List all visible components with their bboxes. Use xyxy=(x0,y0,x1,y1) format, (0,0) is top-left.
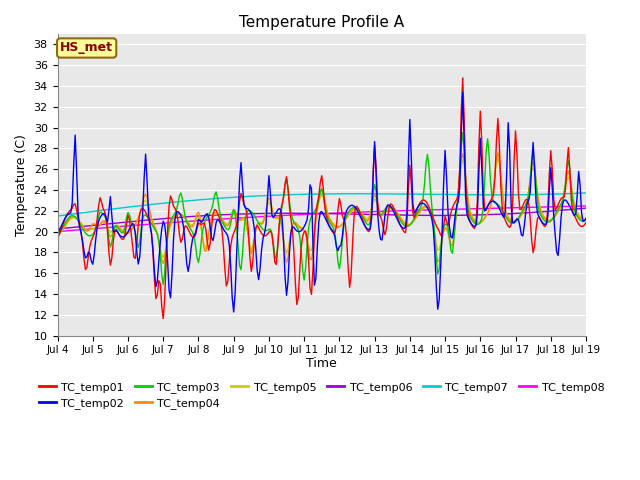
TC_temp01 xyxy=(54,235,61,241)
TC_temp06 xyxy=(355,211,362,217)
TC_temp02 xyxy=(152,284,160,289)
TC_temp01 xyxy=(374,198,381,204)
TC_temp07 xyxy=(384,191,392,197)
TC_temp08 xyxy=(582,203,590,209)
TC_temp02 xyxy=(374,210,381,216)
TC_temp03 xyxy=(159,281,167,287)
Line: TC_temp03: TC_temp03 xyxy=(58,132,586,284)
Title: Temperature Profile A: Temperature Profile A xyxy=(239,15,404,30)
TC_temp07 xyxy=(152,201,160,207)
TC_temp01 xyxy=(152,296,160,301)
TC_temp03 xyxy=(385,204,393,209)
Line: TC_temp02: TC_temp02 xyxy=(58,93,586,312)
TC_temp06 xyxy=(582,205,590,211)
TC_temp02 xyxy=(582,216,590,221)
TC_temp08 xyxy=(54,229,61,235)
TC_temp03 xyxy=(520,204,528,210)
TC_temp07 xyxy=(582,190,590,196)
TC_temp03 xyxy=(582,217,590,223)
TC_temp07 xyxy=(518,192,525,198)
TC_temp04 xyxy=(385,204,393,210)
TC_temp05 xyxy=(68,215,76,221)
TC_temp05 xyxy=(374,203,381,209)
TC_temp06 xyxy=(54,226,61,232)
TC_temp04 xyxy=(68,214,76,220)
TC_temp02 xyxy=(230,309,237,315)
TC_temp04 xyxy=(494,150,502,156)
TC_temp01 xyxy=(459,75,467,81)
TC_temp08 xyxy=(384,208,392,214)
Text: HS_met: HS_met xyxy=(60,41,113,55)
Y-axis label: Temperature (C): Temperature (C) xyxy=(15,134,28,236)
TC_temp02 xyxy=(54,231,61,237)
TC_temp03 xyxy=(374,202,381,208)
TC_temp08 xyxy=(372,209,380,215)
TC_temp04 xyxy=(374,201,381,207)
TC_temp08 xyxy=(152,221,160,227)
TC_temp05 xyxy=(159,254,167,260)
TC_temp08 xyxy=(68,228,76,233)
TC_temp05 xyxy=(385,206,393,212)
TC_temp05 xyxy=(494,156,502,161)
TC_temp06 xyxy=(372,212,380,217)
TC_temp02 xyxy=(459,90,467,96)
TC_temp02 xyxy=(520,222,528,228)
TC_temp01 xyxy=(68,205,76,211)
TC_temp01 xyxy=(582,220,590,226)
Line: TC_temp07: TC_temp07 xyxy=(58,193,586,216)
TC_temp08 xyxy=(355,209,362,215)
TC_temp05 xyxy=(54,232,61,238)
X-axis label: Time: Time xyxy=(307,357,337,370)
TC_temp03 xyxy=(152,228,160,234)
TC_temp01 xyxy=(385,204,393,210)
TC_temp04 xyxy=(152,227,160,233)
TC_temp05 xyxy=(520,207,528,213)
TC_temp01 xyxy=(520,199,528,205)
Line: TC_temp04: TC_temp04 xyxy=(58,153,586,264)
TC_temp03 xyxy=(68,213,76,218)
Legend: TC_temp01, TC_temp02, TC_temp03, TC_temp04, TC_temp05, TC_temp06, TC_temp07, TC_: TC_temp01, TC_temp02, TC_temp03, TC_temp… xyxy=(35,377,609,414)
TC_temp01 xyxy=(159,316,167,322)
TC_temp04 xyxy=(356,208,364,214)
TC_temp04 xyxy=(54,232,61,238)
Line: TC_temp05: TC_temp05 xyxy=(58,158,586,257)
TC_temp07 xyxy=(54,213,61,219)
TC_temp02 xyxy=(356,213,364,219)
TC_temp08 xyxy=(518,205,525,211)
TC_temp05 xyxy=(356,208,364,214)
TC_temp07 xyxy=(355,191,362,197)
TC_temp05 xyxy=(152,227,160,232)
TC_temp07 xyxy=(372,191,380,197)
TC_temp03 xyxy=(54,232,61,238)
TC_temp03 xyxy=(459,130,467,135)
TC_temp02 xyxy=(68,200,76,206)
TC_temp06 xyxy=(68,225,76,230)
TC_temp03 xyxy=(356,209,364,215)
Line: TC_temp06: TC_temp06 xyxy=(58,208,586,229)
Line: TC_temp08: TC_temp08 xyxy=(58,206,586,232)
TC_temp05 xyxy=(582,216,590,222)
TC_temp01 xyxy=(356,210,364,216)
TC_temp04 xyxy=(520,206,528,212)
TC_temp06 xyxy=(152,216,160,222)
TC_temp04 xyxy=(159,261,167,266)
TC_temp07 xyxy=(68,211,76,217)
TC_temp06 xyxy=(384,212,392,218)
Line: TC_temp01: TC_temp01 xyxy=(58,78,586,319)
TC_temp04 xyxy=(582,217,590,223)
TC_temp02 xyxy=(385,202,393,208)
TC_temp06 xyxy=(518,210,525,216)
